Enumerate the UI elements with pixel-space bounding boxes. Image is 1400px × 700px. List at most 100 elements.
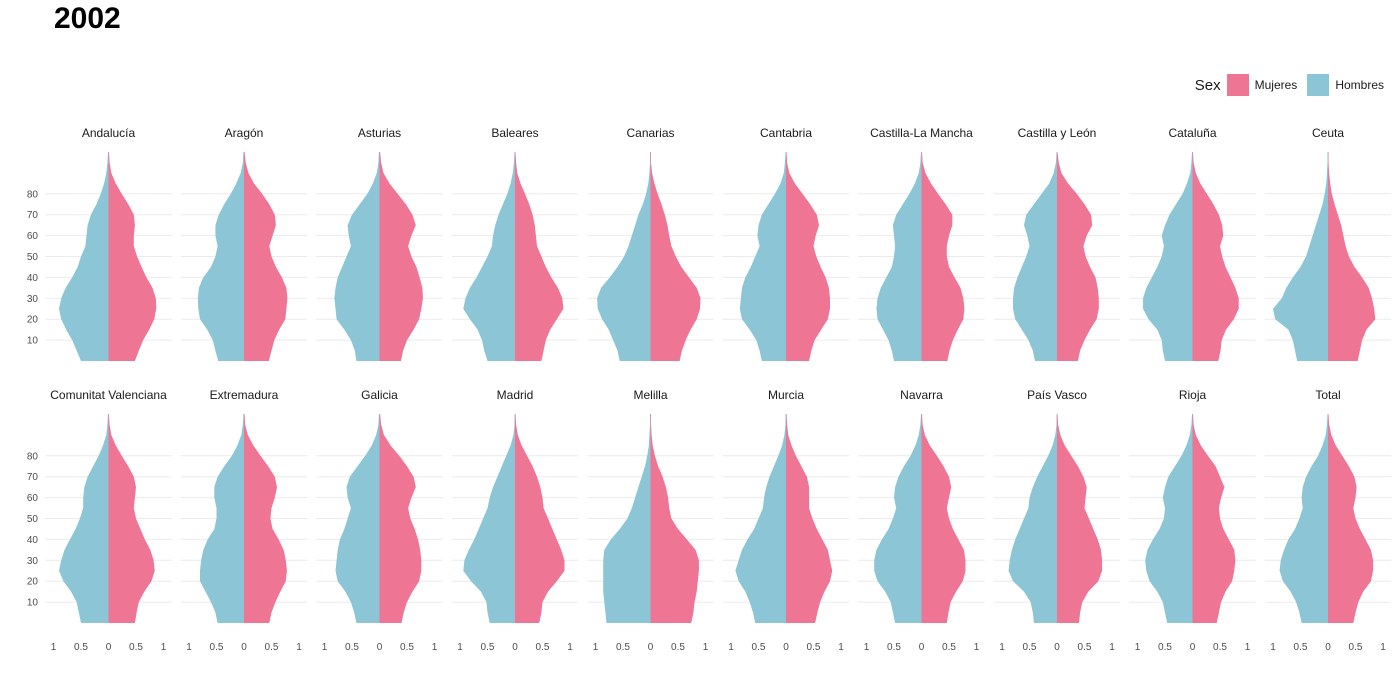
facet-label: Castilla y León (1018, 126, 1097, 140)
facet-label: Ceuta (1312, 126, 1344, 140)
panel-rioja: Rioja 1 0.5 0 0.5 1 (1129, 388, 1256, 653)
x-tick-label: 1 (567, 642, 573, 653)
legend-title: Sex (1194, 76, 1221, 94)
x-tick-label: 0.5 (807, 642, 821, 653)
panel-arag-n: Aragón (180, 126, 308, 361)
panel-navarra: Navarra 1 0.5 0 0.5 1 (858, 388, 985, 653)
facet-label: Galicia (361, 388, 398, 402)
series-mujeres (244, 414, 287, 623)
x-tick-label: 0.5 (210, 642, 224, 653)
panel-cantabria: Cantabria (722, 126, 850, 361)
series-mujeres (650, 152, 701, 361)
facet-label: Total (1315, 388, 1340, 402)
legend: Sex Mujeres Hombres (1195, 72, 1384, 98)
panel-canarias: Canarias (587, 126, 714, 361)
y-tick-label: 70 (27, 472, 39, 483)
x-tick-label: 0.5 (616, 642, 630, 653)
y-tick-label: 10 (27, 598, 39, 609)
facet-label: Castilla-La Mancha (870, 126, 973, 140)
x-tick-label: 0 (648, 642, 654, 653)
x-tick-label: 0.5 (74, 642, 88, 653)
x-tick-label: 0.5 (887, 642, 901, 653)
x-tick-label: 0.5 (752, 642, 766, 653)
series-hombres (335, 414, 380, 623)
panel-galicia: Galicia 1 0.5 0 0.5 1 (316, 388, 443, 653)
y-tick-label: 50 (27, 514, 39, 525)
x-tick-label: 1 (186, 642, 192, 653)
x-tick-label: 1 (161, 642, 167, 653)
x-tick-label: 0.5 (345, 642, 359, 653)
x-tick-label: 0 (241, 642, 247, 653)
facet-label: Cataluña (1168, 126, 1216, 140)
series-mujeres (515, 414, 565, 623)
panel-baleares: Baleares (451, 126, 579, 361)
x-tick-label: 0.5 (536, 642, 550, 653)
panel-extremadura: Extremadura 1 0.5 0 0.5 1 (180, 388, 308, 653)
panel-andaluc-a: Andalucía (45, 126, 172, 361)
series-mujeres (1192, 152, 1239, 361)
x-tick-label: 1 (432, 642, 438, 653)
series-hombres (735, 414, 786, 623)
x-tick-label: 0.5 (481, 642, 495, 653)
series-hombres (463, 152, 515, 361)
y-tick-label: 70 (27, 210, 39, 221)
panel-comunitat-valenciana: Comunitat Valenciana 1 0.5 0 0.5 1 (45, 388, 172, 653)
x-tick-label: 0 (1190, 642, 1196, 653)
x-tick-label: 0.5 (942, 642, 956, 653)
x-tick-label: 1 (1245, 642, 1251, 653)
facet-label: Melilla (633, 388, 667, 402)
x-tick-label: 0 (1325, 642, 1331, 653)
x-tick-label: 0.5 (1213, 642, 1227, 653)
series-mujeres (1328, 152, 1376, 361)
facet-label: Andalucía (82, 126, 136, 140)
series-mujeres (515, 152, 564, 361)
panel-castilla-y-le-n: Castilla y León (993, 126, 1121, 361)
series-hombres (739, 152, 786, 361)
y-tick-label: 10 (27, 336, 39, 347)
x-tick-label: 0 (1054, 642, 1060, 653)
facet-label: Murcia (768, 388, 804, 402)
x-tick-label: 0 (512, 642, 518, 653)
panel-ceuta: Ceuta (1264, 126, 1392, 361)
x-tick-label: 1 (838, 642, 844, 653)
series-hombres (874, 414, 922, 623)
y-tick-label: 80 (27, 189, 39, 200)
legend-key-mujeres (1226, 74, 1249, 96)
series-mujeres (650, 414, 699, 623)
x-tick-label: 1 (1380, 642, 1386, 653)
x-tick-label: 1 (1270, 642, 1276, 653)
series-mujeres (921, 152, 965, 361)
facet-label: País Vasco (1027, 388, 1087, 402)
y-tick-label: 30 (27, 556, 39, 567)
x-tick-label: 1 (974, 642, 980, 653)
series-mujeres (108, 152, 157, 361)
x-tick-label: 1 (457, 642, 463, 653)
x-tick-label: 1 (728, 642, 734, 653)
series-mujeres (786, 414, 833, 623)
facet-label: Cantabria (760, 126, 812, 140)
series-hombres (59, 152, 109, 361)
x-tick-label: 1 (999, 642, 1005, 653)
x-tick-label: 1 (1135, 642, 1141, 653)
chart-title: 2002 (54, 2, 121, 35)
x-tick-label: 0.5 (671, 642, 685, 653)
facet-label: Aragón (225, 126, 264, 140)
series-hombres (1279, 414, 1328, 623)
facet-label: Madrid (497, 388, 534, 402)
series-hombres (1273, 152, 1328, 361)
x-tick-label: 0.5 (129, 642, 143, 653)
x-tick-label: 1 (703, 642, 709, 653)
y-tick-label: 20 (27, 315, 39, 326)
x-tick-label: 1 (296, 642, 302, 653)
series-hombres (597, 152, 651, 361)
facet-label: Baleares (491, 126, 538, 140)
x-tick-label: 0.5 (1349, 642, 1363, 653)
series-mujeres (1057, 414, 1103, 623)
facet-label: Navarra (900, 388, 943, 402)
series-hombres (876, 152, 922, 361)
x-tick-label: 0.5 (265, 642, 279, 653)
series-mujeres (1328, 414, 1374, 623)
series-hombres (603, 414, 651, 623)
series-hombres (1013, 152, 1057, 361)
panel-castilla-la-mancha: Castilla-La Mancha (858, 126, 985, 361)
